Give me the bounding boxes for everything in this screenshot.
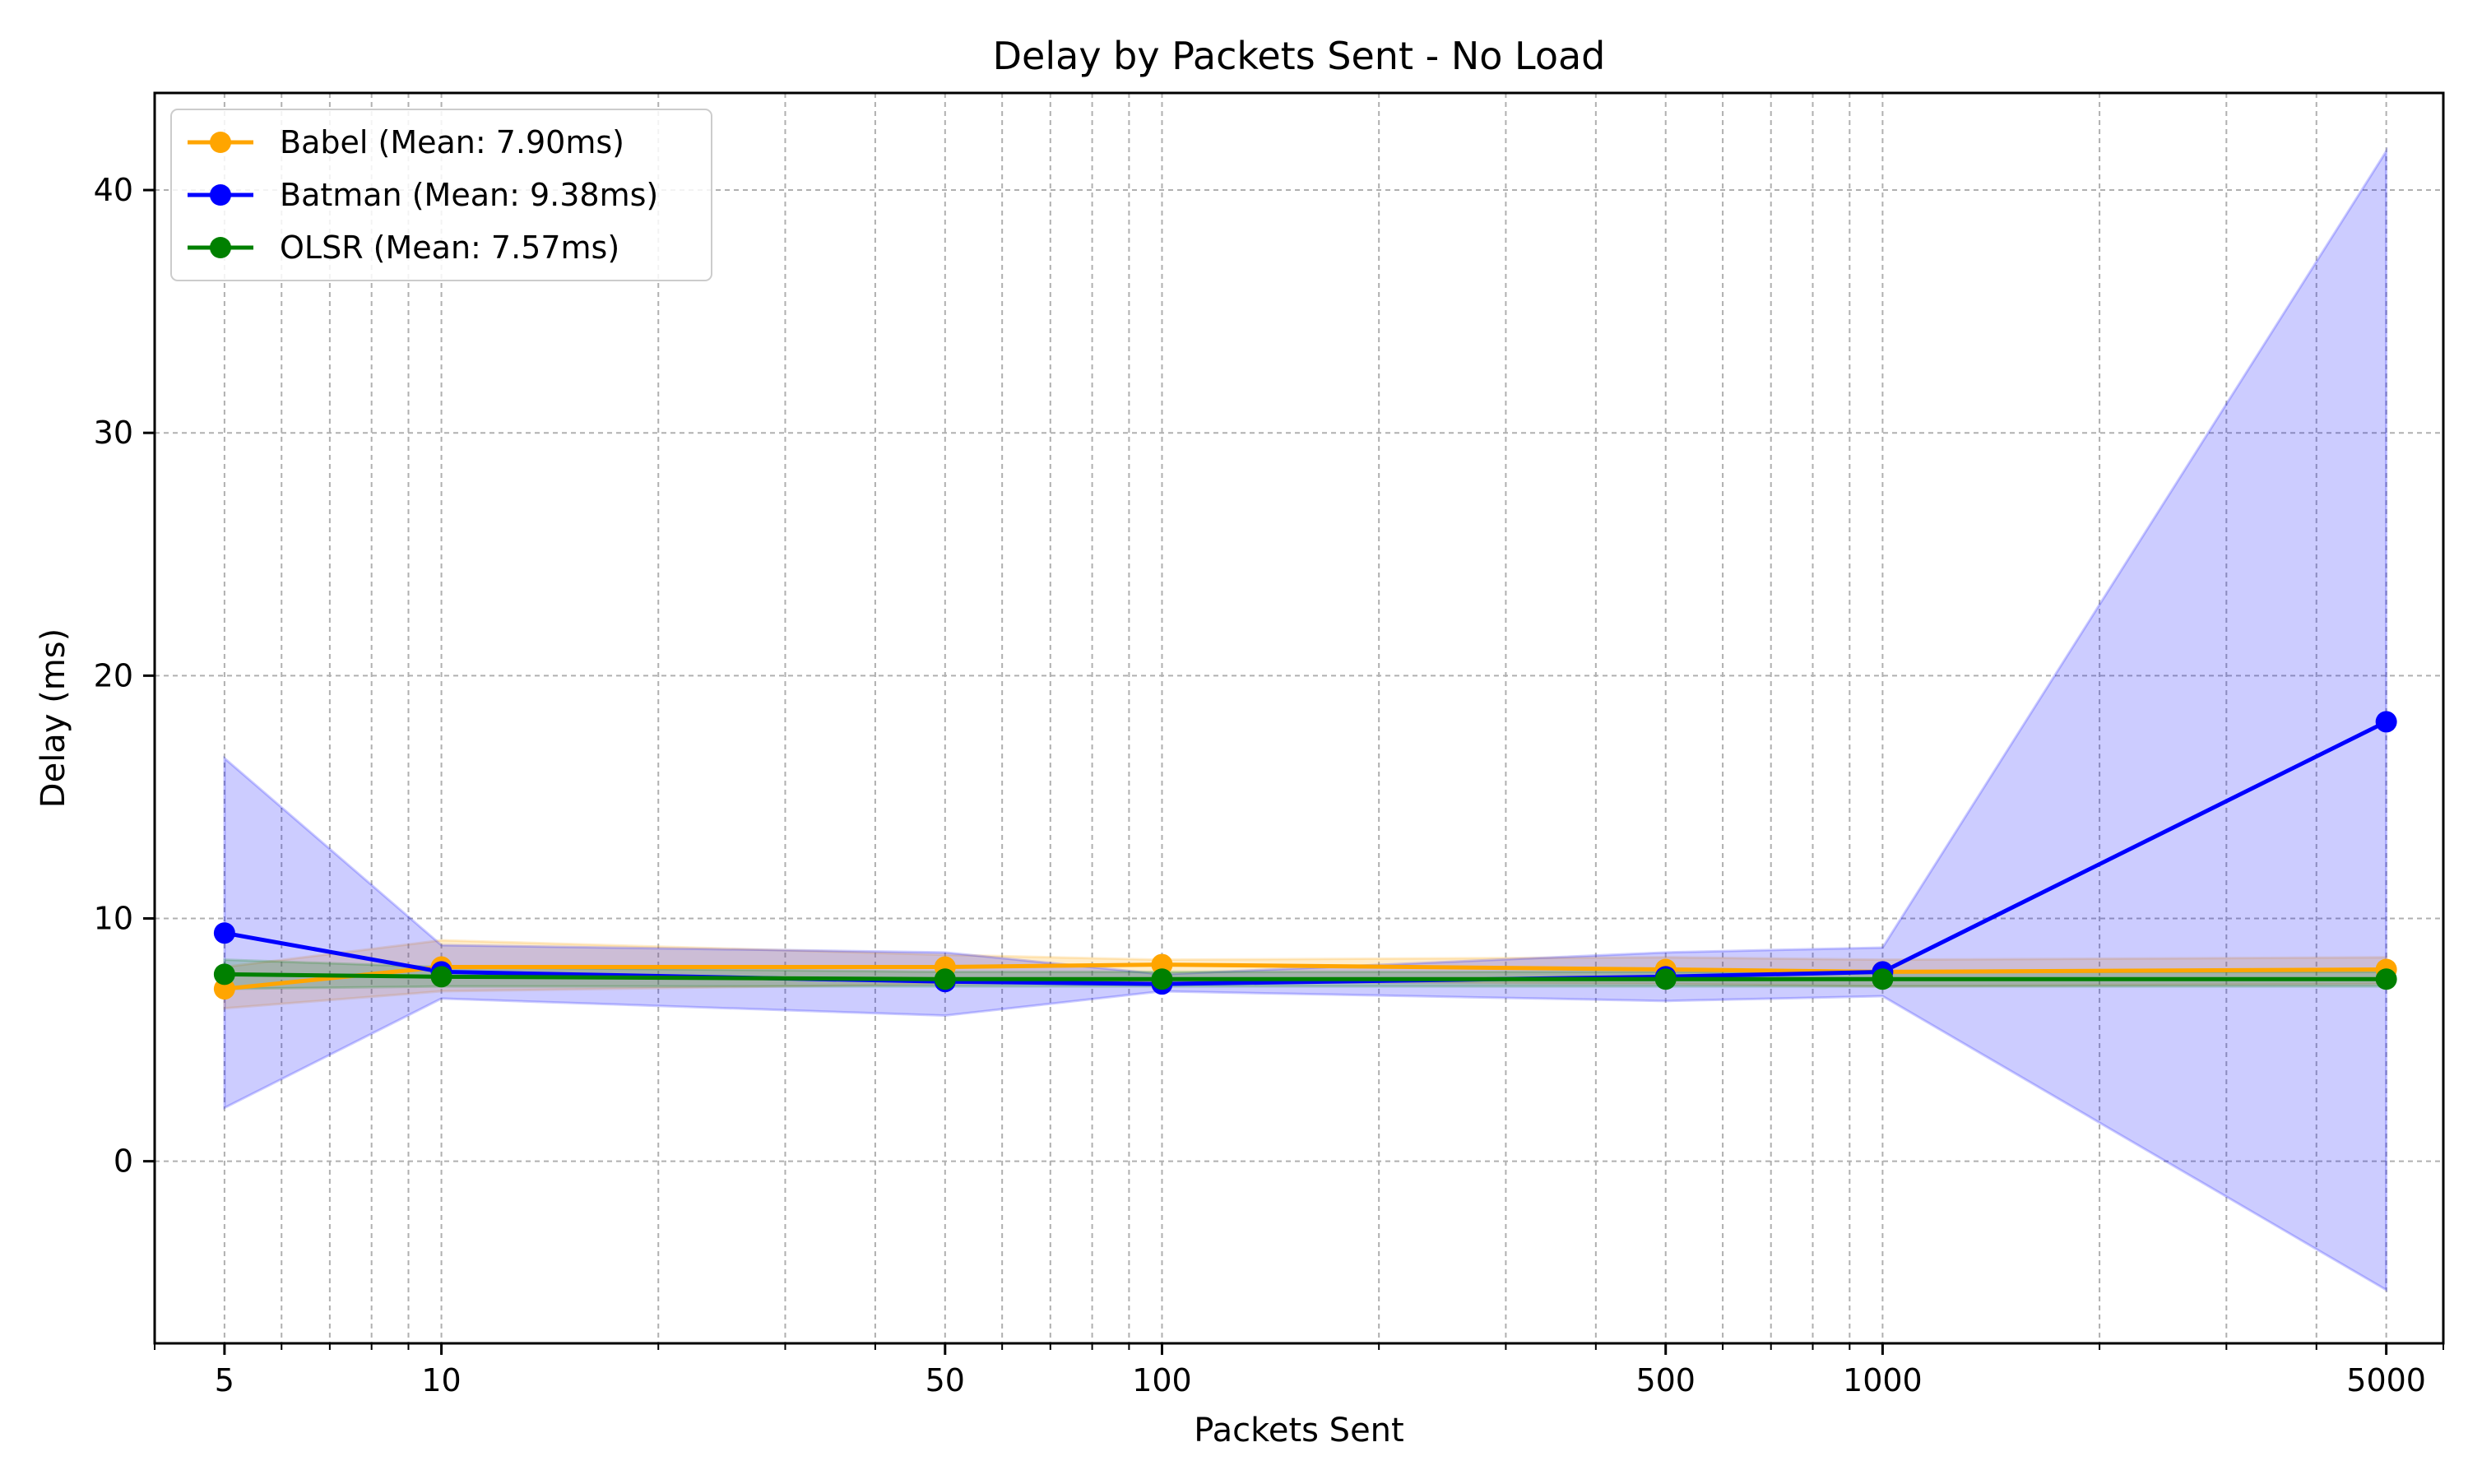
legend-marker [210,132,231,153]
data-point [213,963,235,985]
x-tick-label: 1000 [1843,1362,1923,1398]
data-point [934,968,956,990]
plot-frame [153,91,2445,1345]
data-point [2375,711,2397,733]
legend-label: OLSR (Mean: 7.57ms) [280,230,619,266]
grid-layer [154,93,2444,1343]
data-point [213,922,235,944]
data-point [2375,968,2397,990]
legend-marker [210,184,231,206]
x-tick-label: 500 [1635,1362,1696,1398]
point-layer [213,711,2397,1000]
y-tick-label: 30 [94,415,133,451]
y-tick-label: 40 [94,172,133,208]
data-point [430,966,452,988]
chart-title: Delay by Packets Sent - No Load [993,34,1606,78]
legend: Babel (Mean: 7.90ms) Batman (Mean: 9.38ms… [170,109,712,281]
x-tick-label: 5000 [2346,1362,2426,1398]
data-point [1151,968,1173,990]
legend-frame [170,109,712,281]
x-tick-label: 50 [926,1362,965,1398]
x-tick-label: 5 [215,1362,234,1398]
legend-label: Batman (Mean: 9.38ms) [280,177,658,213]
y-tick-label: 20 [94,657,133,693]
legend-marker [210,237,231,258]
y-tick-label: 0 [114,1143,133,1180]
y-axis-label: Delay (ms) [35,628,72,808]
x-axis-label: Packets Sent [1194,1412,1403,1449]
legend-label: Babel (Mean: 7.90ms) [280,124,624,160]
y-tick-label: 10 [94,900,133,936]
data-point [1654,968,1677,990]
confidence-band [223,146,2388,1292]
axis-layer: 5 10 50 100 500 1000 5000 0 10 20 30 40 [94,91,2445,1398]
x-tick-label: 10 [421,1362,461,1398]
x-tick-label: 100 [1132,1362,1192,1398]
data-point [1872,968,1894,990]
